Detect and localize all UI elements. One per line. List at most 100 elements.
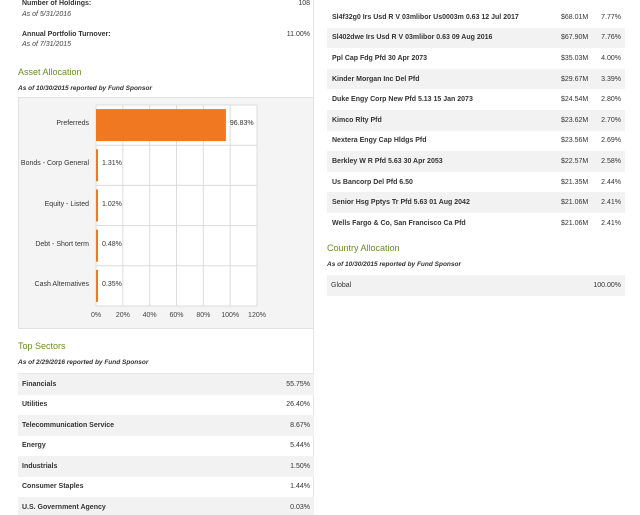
category-label: Bonds - Corp General <box>20 160 89 168</box>
sector-name: Energy <box>22 442 46 450</box>
sector-value: 5.44% <box>290 442 310 450</box>
table-row: Nextera Engy Cap Hldgs Pfd $23.56M 2.69% <box>327 131 625 152</box>
table-row: Utilities 26.40% <box>18 395 314 416</box>
holding-percent: 2.69% <box>601 137 621 145</box>
category-label: Preferreds <box>56 120 89 128</box>
bar <box>96 149 98 182</box>
turnover-label: Annual Portfolio Turnover: <box>22 31 111 38</box>
top-holdings-table: Sl4f32g0 Irs Usd R V 03mlibor Us0003m 0.… <box>327 7 625 234</box>
holding-amount: $23.62M <box>561 116 589 124</box>
holdings-count: Number of Holdings: As of 5/31/2016 108 <box>22 0 314 18</box>
x-tick-label: 80% <box>196 312 211 319</box>
holding-name: Kinder Morgan Inc Del Pfd <box>332 75 420 83</box>
category-label: Cash Alternatives <box>34 280 89 288</box>
holding-amount: $21.06M <box>561 219 589 227</box>
data-label: 1.31% <box>102 160 122 168</box>
category-label: Equity - Listed <box>44 200 89 208</box>
holding-percent: 7.77% <box>601 13 621 21</box>
sector-value: 1.44% <box>290 483 310 491</box>
table-row: Energy 5.44% <box>18 436 314 457</box>
table-row: Telecommunication Service 8.67% <box>18 415 314 436</box>
holding-name: Duke Engy Corp New Pfd 5.13 15 Jan 2073 <box>332 96 473 104</box>
sector-value: 26.40% <box>286 401 310 409</box>
bar <box>96 269 98 302</box>
holding-percent: 3.39% <box>601 75 621 83</box>
asset-allocation-title: Asset Allocation <box>18 67 82 77</box>
holding-name: Sl4f32g0 Irs Usd R V 03mlibor Us0003m 0.… <box>332 13 519 21</box>
turnover-value: 11.00% <box>286 31 310 38</box>
holding-name: Sl402dwe Irs Usd R V 03mlibor 0.63 09 Au… <box>332 34 493 42</box>
bar <box>96 189 98 222</box>
holding-percent: 4.00% <box>601 54 621 62</box>
table-row: U.S. Government Agency 0.03% <box>18 497 314 515</box>
holding-percent: 2.70% <box>601 116 621 124</box>
x-tick-label: 0% <box>90 312 102 319</box>
holding-name: Kimco Rlty Pfd <box>332 116 382 124</box>
holding-amount: $35.03M <box>561 54 589 62</box>
holding-percent: 2.44% <box>601 178 621 186</box>
data-label: 0.35% <box>102 280 122 288</box>
table-row: Sl4f32g0 Irs Usd R V 03mlibor Us0003m 0.… <box>327 7 625 28</box>
turnover-asof: As of 7/31/2015 <box>22 41 72 48</box>
holding-amount: $68.01M <box>561 13 589 21</box>
holding-amount: $24.54M <box>561 96 589 104</box>
sector-name: Utilities <box>22 401 48 409</box>
sector-name: Industrials <box>22 462 58 470</box>
table-row: Global 100.00% <box>327 275 625 296</box>
country-allocation-title: Country Allocation <box>327 243 400 253</box>
country-value: 100.00% <box>593 281 621 289</box>
holding-percent: 2.80% <box>601 96 621 104</box>
data-label: 96.83% <box>229 120 254 128</box>
top-sectors-table: Financials 55.75% Utilities 26.40% Telecom… <box>18 373 314 515</box>
x-tick-label: 120% <box>248 312 266 319</box>
sector-name: Financials <box>22 380 57 388</box>
asset-allocation-subtitle: As of 10/30/2015 reported by Fund Sponso… <box>18 85 153 92</box>
portfolio-turnover: Annual Portfolio Turnover: As of 7/31/20… <box>22 31 314 48</box>
chart-svg <box>95 104 258 307</box>
table-row: Kinder Morgan Inc Del Pfd $29.67M 3.39% <box>327 68 625 90</box>
sector-name: Telecommunication Service <box>22 421 115 429</box>
sector-value: 0.03% <box>290 503 310 511</box>
holding-name: Berkley W R Pfd 5.63 30 Apr 2053 <box>332 157 443 165</box>
sector-value: 55.75% <box>286 380 310 388</box>
top-sectors-subtitle: As of 2/29/2016 reported by Fund Sponsor <box>18 359 149 366</box>
table-row: Duke Engy Corp New Pfd 5.13 15 Jan 2073 $… <box>327 89 625 110</box>
holding-percent: 7.76% <box>601 34 621 42</box>
holding-amount: $29.67M <box>561 75 589 83</box>
country-allocation-subtitle: As of 10/30/2015 reported by Fund Sponso… <box>327 261 462 268</box>
bar <box>96 109 226 142</box>
table-row: Us Bancorp Del Pfd 6.50 $21.35M 2.44% <box>327 172 625 193</box>
holding-name: Wells Fargo & Co, San Francisco Ca Pfd <box>332 219 466 227</box>
category-label: Debt - Short term <box>35 240 89 248</box>
holding-name: Us Bancorp Del Pfd 6.50 <box>332 178 413 186</box>
holding-amount: $21.06M <box>561 199 589 207</box>
holding-name: Ppl Cap Fdg Pfd 30 Apr 2073 <box>332 54 428 62</box>
table-row: Industrials 1.50% <box>18 456 314 477</box>
x-tick-label: 20% <box>115 312 130 319</box>
table-row: Sl402dwe Irs Usd R V 03mlibor 0.63 09 Au… <box>327 27 625 49</box>
holdings-asof: As of 5/31/2016 <box>22 11 72 18</box>
sector-value: 8.67% <box>290 421 310 429</box>
holdings-label: Number of Holdings: <box>22 0 92 7</box>
table-row: Ppl Cap Fdg Pfd 30 Apr 2073 $35.03M 4.00% <box>327 48 625 69</box>
sector-name: Consumer Staples <box>22 483 84 491</box>
asset-allocation-chart: 0% 20% 40% 60% 80% 100% 120% Preferreds 96.83% Bo… <box>18 97 314 329</box>
holding-amount: $21.35M <box>561 178 589 186</box>
holding-amount: $23.56M <box>561 137 589 145</box>
holding-percent: 2.58% <box>601 157 621 165</box>
holding-name: Nextera Engy Cap Hldgs Pfd <box>332 137 427 145</box>
sector-value: 1.50% <box>290 462 310 470</box>
holding-amount: $67.90M <box>561 34 589 42</box>
data-label: 1.02% <box>102 200 122 208</box>
sector-name: U.S. Government Agency <box>22 503 106 511</box>
bar <box>96 229 98 262</box>
country-allocation-table: Global 100.00% <box>327 275 625 296</box>
table-row: Berkley W R Pfd 5.63 30 Apr 2053 $22.57M 2… <box>327 151 625 172</box>
holding-amount: $22.57M <box>561 157 589 165</box>
table-row: Financials 55.75% <box>18 374 314 395</box>
holding-name: Senior Hsg Pptys Tr Pfd 5.63 01 Aug 2042 <box>332 199 470 207</box>
table-row: Kimco Rlty Pfd $23.62M 2.70% <box>327 109 625 131</box>
holding-percent: 2.41% <box>601 219 621 227</box>
country-name: Global <box>331 281 352 289</box>
holdings-value: 108 <box>298 0 310 7</box>
